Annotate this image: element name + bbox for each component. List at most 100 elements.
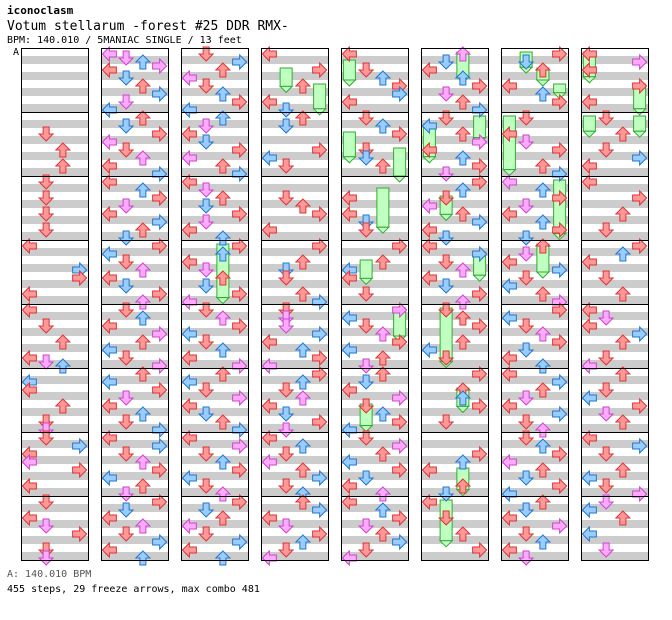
beat-stripe [181,312,248,320]
right-sixteenth-arrow-icon [472,133,488,151]
down-quarter-arrow-icon [437,190,455,206]
up-quarter-arrow-icon [614,510,632,526]
down-eighth-arrow-icon [117,70,135,86]
right-quarter-arrow-icon [552,445,568,463]
right-eighth-arrow-icon [152,165,168,183]
beat-stripe [581,504,648,512]
beat-stripe [21,232,88,240]
beat-stripe [101,120,168,128]
freeze-arrow-tail [632,108,647,116]
freeze-arrow [313,83,327,110]
down-quarter-arrow-icon [197,46,215,62]
beat-stripe [341,328,408,336]
beat-stripe [21,360,88,368]
beat-stripe [101,552,168,560]
right-quarter-arrow-icon [72,461,88,479]
up-eighth-arrow-icon [294,342,312,358]
beat-stripe [421,344,488,352]
left-quarter-arrow-icon [501,349,517,367]
beat-stripe [421,72,488,80]
down-quarter-arrow-icon [357,430,375,446]
right-eighth-arrow-icon [392,533,408,551]
freeze-arrow-tail [278,85,294,94]
freeze-arrow-tail [502,169,517,177]
beat-stripe [421,184,488,192]
freeze-arrow-tail [582,130,597,138]
beat-stripe [341,200,408,208]
down-sixteenth-arrow-icon [517,550,535,566]
beat-stripe [341,536,408,544]
up-eighth-arrow-icon [454,182,472,198]
up-quarter-arrow-icon [614,462,632,478]
down-sixteenth-arrow-icon [517,198,535,214]
left-quarter-arrow-icon [581,317,597,335]
down-quarter-arrow-icon [277,190,295,206]
beat-stripe [261,440,328,448]
beat-stripe [501,520,568,528]
right-eighth-arrow-icon [552,261,568,279]
left-quarter-arrow-icon [341,269,357,287]
left-sixteenth-arrow-icon [181,149,197,167]
up-quarter-arrow-icon [214,62,232,78]
down-quarter-arrow-icon [117,350,135,366]
down-quarter-arrow-icon [37,430,55,446]
beat-stripe [501,56,568,64]
left-quarter-arrow-icon [421,237,437,255]
beat-stripe [101,72,168,80]
up-sixteenth-arrow-icon [134,262,152,278]
beat-stripe [341,104,408,112]
left-quarter-arrow-icon [501,541,517,559]
left-quarter-arrow-icon [421,269,437,287]
down-quarter-arrow-icon [197,302,215,318]
down-quarter-arrow-icon [117,254,135,270]
up-quarter-arrow-icon [454,206,472,222]
beat-stripe [181,104,248,112]
right-quarter-arrow-icon [152,285,168,303]
up-eighth-arrow-icon [214,110,232,126]
beat-stripe [581,88,648,96]
beat-stripe [21,488,88,496]
beat-stripe [21,120,88,128]
beat-stripe [181,200,248,208]
freeze-arrow-tail [535,271,551,279]
up-quarter-arrow-icon [134,334,152,350]
beat-stripe [261,536,328,544]
beat-stripe [181,392,248,400]
beat-stripe [21,504,88,512]
up-quarter-arrow-icon [614,414,632,430]
beat-stripe [581,120,648,128]
beat-stripe [261,504,328,512]
right-eighth-arrow-icon [312,469,328,487]
down-eighth-arrow-icon [357,470,375,486]
down-sixteenth-arrow-icon [37,354,55,370]
beat-stripe [581,520,648,528]
beat-stripe [341,312,408,320]
beat-stripe [501,200,568,208]
down-quarter-arrow-icon [277,382,295,398]
right-eighth-arrow-icon [632,437,648,455]
beat-stripe [581,344,648,352]
beat-stripe [421,88,488,96]
right-sixteenth-arrow-icon [392,437,408,455]
beat-stripe [21,424,88,432]
down-eighth-arrow-icon [517,230,535,246]
right-quarter-arrow-icon [472,317,488,335]
down-quarter-arrow-icon [517,430,535,446]
down-eighth-arrow-icon [277,406,295,422]
down-quarter-arrow-icon [197,382,215,398]
up-sixteenth-arrow-icon [134,518,152,534]
left-quarter-arrow-icon [21,477,37,495]
right-quarter-arrow-icon [472,541,488,559]
beat-stripe [181,520,248,528]
left-eighth-arrow-icon [181,101,197,119]
left-quarter-arrow-icon [181,349,197,367]
beat-stripe [501,136,568,144]
left-eighth-arrow-icon [341,421,357,439]
up-quarter-arrow-icon [374,158,392,174]
beat-stripe [341,56,408,64]
left-quarter-arrow-icon [581,301,597,319]
right-quarter-arrow-icon [472,445,488,463]
up-eighth-arrow-icon [214,86,232,102]
down-eighth-arrow-icon [277,102,295,118]
down-quarter-arrow-icon [357,542,375,558]
